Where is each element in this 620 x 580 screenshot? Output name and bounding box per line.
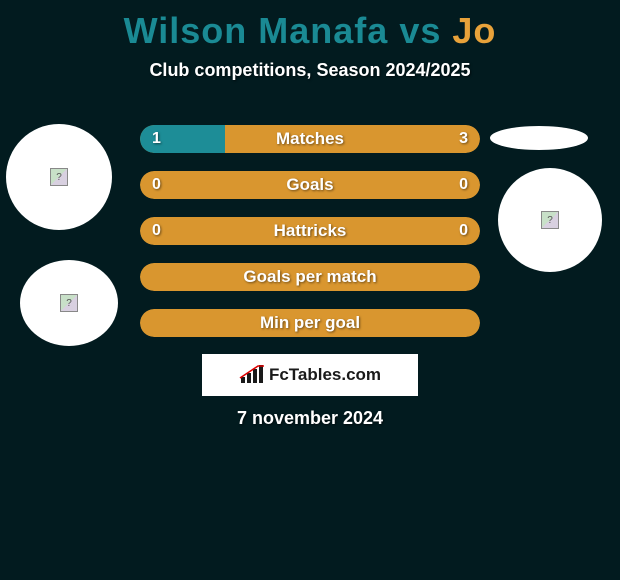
- page-title: Wilson Manafa vs Jo: [0, 0, 620, 52]
- branding-badge: FcTables.com: [202, 354, 418, 396]
- avatar-placeholder: [498, 168, 602, 272]
- branding-text: FcTables.com: [269, 365, 381, 385]
- stat-bar-min-per-goal: Min per goal: [140, 309, 480, 337]
- bar-label: Goals: [140, 171, 480, 199]
- stat-bar-matches: Matches1 3: [140, 125, 480, 153]
- player1-name: Wilson Manafa: [124, 10, 389, 51]
- bars-icon: [239, 365, 265, 385]
- bar-value-left: 0: [140, 217, 173, 245]
- date-text: 7 november 2024: [0, 408, 620, 429]
- bar-label: Goals per match: [140, 263, 480, 291]
- avatar-placeholder: [490, 126, 588, 150]
- subtitle: Club competitions, Season 2024/2025: [0, 60, 620, 81]
- vs-text: vs: [388, 10, 452, 51]
- stat-bar-hattricks: Hattricks0 0: [140, 217, 480, 245]
- bar-value-right: 3: [447, 125, 480, 153]
- bar-label: Hattricks: [140, 217, 480, 245]
- bar-value-right: 0: [447, 171, 480, 199]
- broken-image-icon: [50, 168, 68, 186]
- player2-name: Jo: [452, 10, 496, 51]
- bar-label: Min per goal: [140, 309, 480, 337]
- broken-image-icon: [541, 211, 559, 229]
- bar-value-right: 0: [447, 217, 480, 245]
- stat-bar-goals-per-match: Goals per match: [140, 263, 480, 291]
- stat-bar-goals: Goals0 0: [140, 171, 480, 199]
- avatar-placeholder: [20, 260, 118, 346]
- bar-label: Matches: [140, 125, 480, 153]
- bar-value-left: 1: [140, 125, 173, 153]
- avatar-placeholder: [6, 124, 112, 230]
- stats-bars: Matches13Goals00Hattricks00Goals per mat…: [140, 125, 480, 355]
- bar-value-left: 0: [140, 171, 173, 199]
- broken-image-icon: [60, 294, 78, 312]
